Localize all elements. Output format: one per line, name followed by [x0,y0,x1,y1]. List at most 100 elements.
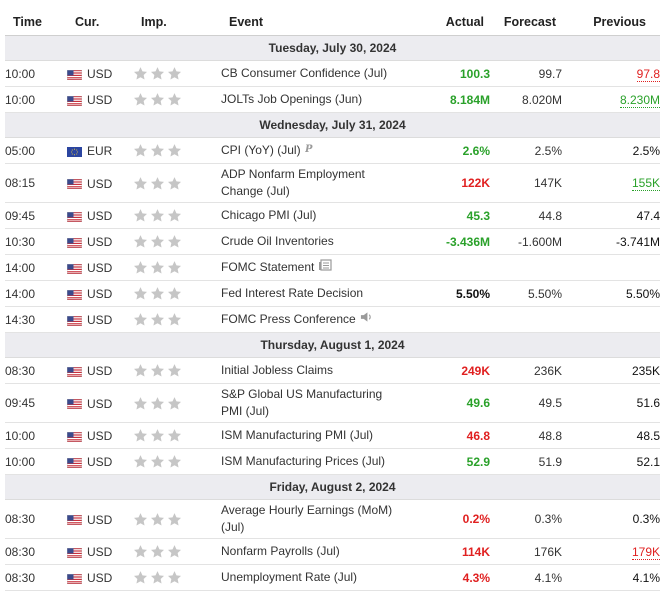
header-forecast[interactable]: Forecast [490,8,562,36]
event-cell[interactable]: ADP Nonfarm Employment Change (Jul) [221,163,399,203]
previous-value-text[interactable]: 8.230M [619,92,660,108]
event-row[interactable]: 05:00 EUR CPI (YoY) (Jul) P 2.6% 2.5% 2.5% [5,137,660,164]
importance-rating [133,499,221,539]
event-name-link[interactable]: Fed Interest Rate Decision [221,286,364,300]
event-name-link[interactable]: FOMC Statement [221,259,315,274]
event-name-link[interactable]: Average Hourly Earnings (MoM) (Jul) [221,503,393,534]
event-row[interactable]: 10:30 USD Crude Oil Inventories -3.436M -1.6… [5,228,660,255]
event-cell[interactable]: Average Hourly Earnings (MoM) (Jul) [221,499,399,539]
previous-value-text: 2.5% [632,143,660,158]
event-name-link[interactable]: FOMC Press Conference [221,311,356,326]
event-name-link[interactable]: Nonfarm Payrolls (Jul) [221,544,340,558]
previous-value-text[interactable]: 155K [631,176,660,191]
event-name-link[interactable]: S&P Global US Manufacturing PMI (Jul) [221,387,383,418]
event-cell[interactable]: Initial Jobless Claims [221,357,399,384]
event-row[interactable]: 10:00 USD ISM Manufacturing PMI (Jul) 46.8 4… [5,422,660,449]
event-cell[interactable]: CPI (YoY) (Jul) P [221,137,399,164]
event-name-link[interactable]: JOLTs Job Openings (Jun) [221,92,363,106]
event-cell[interactable]: Fed Interest Rate Decision [221,280,399,307]
previous-value: 48.5 [562,422,660,449]
event-cell[interactable]: S&P Global US Manufacturing PMI (Jul) [221,383,399,423]
event-name-link[interactable]: Initial Jobless Claims [221,363,334,377]
previous-value-text[interactable]: 97.8 [636,66,660,82]
event-name-link[interactable]: Unemployment Rate (Jul) [221,570,358,584]
event-name-link[interactable]: ADP Nonfarm Employment Change (Jul) [221,167,365,198]
header-previous[interactable]: Previous [562,8,660,36]
importance-star-icon [167,143,182,158]
event-cell[interactable]: Crude Oil Inventories [221,228,399,255]
event-cell[interactable]: Chicago PMI (Jul) [221,202,399,229]
event-cell[interactable]: ISM Manufacturing PMI (Jul) [221,422,399,449]
event-row[interactable]: 14:00 USD Fed Interest Rate Decision 5.50% 5… [5,280,660,307]
event-currency: USD [66,422,133,449]
importance-star-icon [150,363,165,378]
previous-value-text: -3.741M [615,234,660,249]
date-label: Tuesday, July 30, 2024 [5,35,660,61]
event-currency: USD [66,306,133,333]
currency-code: USD [87,454,113,469]
event-row[interactable]: 09:45 USD S&P Global US Manufacturing PMI … [5,383,660,423]
actual-value: 122K [399,163,490,203]
previous-value: -3.741M [562,228,660,255]
importance-rating [133,254,221,281]
header-actual[interactable]: Actual [399,8,490,36]
event-time: 08:15 [5,163,67,203]
event-row[interactable]: 14:00 USD FOMC Statement [5,254,660,281]
importance-star-icon [133,286,148,301]
header-time[interactable]: Time [5,8,67,36]
forecast-value: 49.5 [490,383,562,423]
event-name-link[interactable]: CB Consumer Confidence (Jul) [221,66,388,80]
header-importance[interactable]: Imp. [133,8,221,36]
document-icon[interactable] [318,259,332,276]
event-row[interactable]: 08:30 USD Nonfarm Payrolls (Jul) 114K 176K 17… [5,538,660,565]
preliminary-icon[interactable]: P [304,142,314,159]
currency-code: USD [87,208,113,223]
speaker-icon[interactable] [360,311,373,328]
importance-rating [133,86,221,113]
event-cell[interactable]: Unemployment Rate (Jul) [221,564,399,591]
importance-rating [133,60,221,87]
event-cell[interactable]: Nonfarm Payrolls (Jul) [221,538,399,565]
event-cell[interactable]: JOLTs Job Openings (Jun) [221,86,399,113]
event-row[interactable]: 08:30 USD Average Hourly Earnings (MoM) (J… [5,499,660,539]
importance-star-icon [150,428,165,443]
previous-value: 235K [562,357,660,384]
actual-value: 5.50% [399,280,490,307]
event-row[interactable]: 10:00 USD ISM Manufacturing Prices (Jul) 52… [5,448,660,475]
event-cell[interactable]: CB Consumer Confidence (Jul) [221,60,399,87]
event-row[interactable]: 08:15 USD ADP Nonfarm Employment Change (J… [5,163,660,203]
event-name-link[interactable]: Chicago PMI (Jul) [221,208,317,222]
forecast-value: 147K [490,163,562,203]
event-row[interactable]: 10:00 USD CB Consumer Confidence (Jul) 100.… [5,60,660,87]
event-row[interactable]: 08:30 USD Initial Jobless Claims 249K 236K 23… [5,357,660,384]
importance-star-icon [167,176,182,191]
event-name-link[interactable]: Crude Oil Inventories [221,234,334,248]
event-cell[interactable]: ISM Manufacturing Prices (Jul) [221,448,399,475]
actual-value: 49.6 [399,383,490,423]
event-name-link[interactable]: CPI (YoY) (Jul) [221,142,301,157]
event-row[interactable]: 09:45 USD Chicago PMI (Jul) 45.3 44.8 47.4 [5,202,660,229]
currency-code: USD [87,363,113,378]
date-row: Friday, August 2, 2024 [5,474,660,500]
importance-star-icon [133,143,148,158]
previous-value-text[interactable]: 179K [631,544,660,560]
header-event[interactable]: Event [221,8,399,36]
event-time: 10:00 [5,422,67,449]
event-cell[interactable]: FOMC Statement [221,254,399,281]
event-name-link[interactable]: ISM Manufacturing Prices (Jul) [221,454,386,468]
actual-value: 114K [399,538,490,565]
event-row[interactable]: 10:00 USD JOLTs Job Openings (Jun) 8.184M 8.… [5,86,660,113]
event-name-link[interactable]: ISM Manufacturing PMI (Jul) [221,428,374,442]
importance-star-icon [167,208,182,223]
actual-value: 52.9 [399,448,490,475]
actual-value: 100.3 [399,60,490,87]
date-label: Thursday, August 1, 2024 [5,332,660,358]
importance-star-icon [133,234,148,249]
event-row[interactable]: 08:30 USD Unemployment Rate (Jul) 4.3% 4.1% 4… [5,564,660,591]
event-cell[interactable]: FOMC Press Conference [221,306,399,333]
event-row[interactable]: 14:30 USD FOMC Press Conference [5,306,660,333]
forecast-value [490,306,562,333]
date-row: Tuesday, July 30, 2024 [5,35,660,61]
us-flag-icon [66,211,83,223]
header-currency[interactable]: Cur. [67,8,133,36]
